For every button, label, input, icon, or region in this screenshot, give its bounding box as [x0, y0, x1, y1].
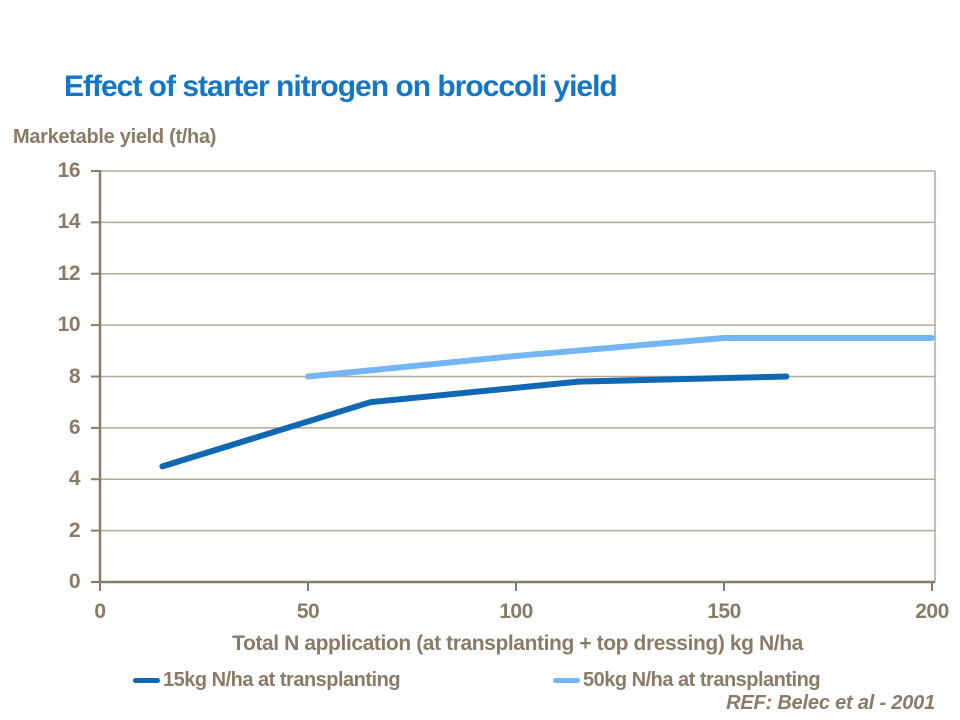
legend-label: 15kg N/ha at transplanting — [163, 668, 401, 691]
x-axis-title: Total N application (at transplanting + … — [232, 632, 803, 655]
legend-swatch — [553, 677, 580, 683]
series-line-1 — [159, 373, 790, 470]
y-axis-title: Marketable yield (t/ha) — [13, 126, 217, 148]
chart-title: Effect of starter nitrogen on broccoli y… — [64, 70, 618, 103]
legend-label: 50kg N/ha at transplanting — [583, 668, 821, 691]
legend-swatch — [133, 677, 160, 683]
series-line-2 — [305, 334, 935, 380]
legend-item: 50kg N/ha at transplanting — [553, 666, 821, 694]
legend-item: 15kg N/ha at transplanting — [133, 666, 401, 694]
reference-text: REF: Belec et al - 2001 — [726, 692, 935, 714]
